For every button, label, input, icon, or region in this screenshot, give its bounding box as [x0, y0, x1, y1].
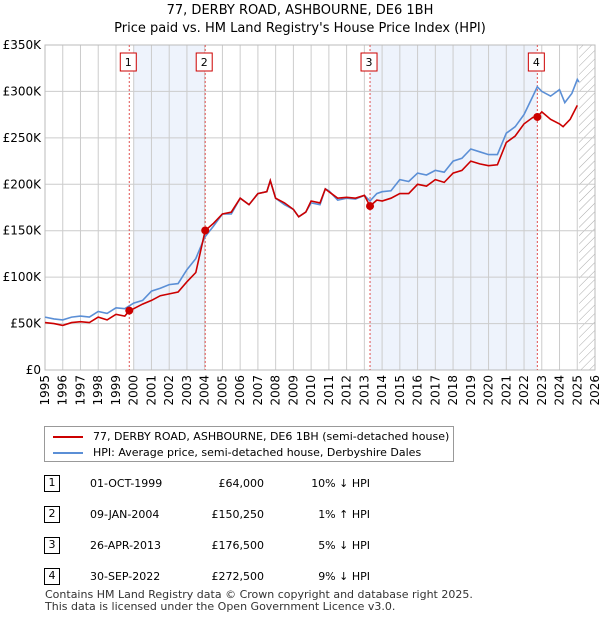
x-tick-label: 2026	[588, 375, 600, 406]
sale-marker-label: 4	[533, 56, 540, 69]
future-hatch	[579, 45, 595, 370]
x-tick-label: 2015	[393, 375, 407, 406]
chart-title: 77, DERBY ROAD, ASHBOURNE, DE6 1BH	[166, 3, 434, 18]
x-tick-label: 1996	[56, 375, 70, 406]
sale-marker-box	[195, 52, 213, 72]
sale-marker-box	[119, 52, 137, 72]
x-tick-label: 2024	[553, 375, 567, 406]
table-row: 1 01-OCT-1999 £64,000 10% ↓ HPI	[44, 475, 564, 492]
legend-swatch-blue	[53, 451, 83, 454]
sale-marker-box	[360, 52, 378, 72]
sale-number: 2	[44, 506, 60, 523]
sale-marker-label: 2	[201, 56, 208, 69]
x-tick-label: 1997	[73, 375, 87, 406]
hpi-diff: 9% ↓ HPI	[318, 570, 370, 583]
shaded-period	[370, 45, 538, 370]
legend-item-property: 77, DERBY ROAD, ASHBOURNE, DE6 1BH (semi…	[53, 430, 449, 443]
x-tick-label: 2005	[215, 375, 229, 406]
x-tick-label: 2020	[482, 375, 496, 406]
sale-price: £150,250	[211, 508, 265, 521]
x-tick-label: 1998	[91, 375, 105, 406]
sale-number: 3	[44, 537, 60, 554]
hpi-diff: 1% ↑ HPI	[318, 508, 370, 521]
x-tick-label: 2025	[570, 375, 584, 406]
x-tick-label: 2016	[411, 375, 425, 406]
y-tick-label: £300K	[3, 84, 43, 98]
x-tick-label: 2023	[535, 375, 549, 406]
sale-point	[201, 226, 210, 235]
sale-date: 01-OCT-1999	[90, 477, 163, 490]
x-tick-label: 2003	[180, 375, 194, 406]
sale-price: £64,000	[218, 477, 265, 490]
x-tick-label: 2007	[251, 375, 265, 406]
price-paid-line	[44, 105, 579, 327]
price-chart: 1995 1996 1997 1998 1999 2000 2001 2002 2003 2004…	[3, 38, 600, 406]
sale-number: 1	[44, 475, 60, 492]
x-tick-label: 2021	[499, 375, 513, 406]
sale-price: £176,500	[211, 539, 265, 552]
hpi-diff: 10% ↓ HPI	[311, 477, 370, 490]
footer-line: Contains HM Land Registry data © Crown c…	[45, 588, 473, 601]
sale-marker-label: 1	[125, 56, 132, 69]
x-tick-label: 2014	[375, 375, 389, 406]
footer-line: This data is licensed under the Open Gov…	[45, 600, 396, 613]
x-tick-label: 2009	[286, 375, 300, 406]
y-tick-label: £50K	[10, 317, 42, 331]
x-tick-label: 2022	[517, 375, 531, 406]
x-tick-label: 2017	[428, 375, 442, 406]
sale-point	[125, 306, 134, 315]
x-tick-label: 1995	[38, 375, 52, 406]
sale-date: 26-APR-2013	[90, 539, 162, 552]
legend-item-hpi: HPI: Average price, semi-detached house,…	[53, 446, 421, 459]
legend: 77, DERBY ROAD, ASHBOURNE, DE6 1BH (semi…	[44, 426, 454, 462]
sale-point	[533, 112, 542, 121]
x-tick-label: 2004	[198, 375, 212, 406]
footer: Contains HM Land Registry data © Crown c…	[45, 589, 473, 613]
y-tick-label: £100K	[3, 270, 43, 284]
x-tick-label: 2001	[144, 375, 158, 406]
table-row: 3 26-APR-2013 £176,500 5% ↓ HPI	[44, 537, 564, 554]
sale-price: £272,500	[211, 570, 265, 583]
x-tick-label: 2012	[340, 375, 354, 406]
x-tick-label: 1999	[109, 375, 123, 406]
x-tick-label: 2019	[464, 375, 478, 406]
x-tick-label: 2000	[127, 375, 141, 406]
x-tick-label: 2008	[269, 375, 283, 406]
y-tick-label: £250K	[3, 131, 43, 145]
x-tick-label: 2006	[233, 375, 247, 406]
sale-marker-box	[527, 52, 545, 72]
sale-point	[366, 202, 375, 211]
y-tick-label: £0	[26, 363, 41, 377]
x-tick-label: 2011	[322, 375, 336, 406]
chart-subtitle: Price paid vs. HM Land Registry's House …	[114, 21, 486, 36]
sale-number: 4	[44, 568, 60, 585]
table-row: 4 30-SEP-2022 £272,500 9% ↓ HPI	[44, 568, 564, 585]
plot-border	[44, 44, 596, 371]
x-tick-label: 2010	[304, 375, 318, 406]
sale-marker-label: 3	[366, 56, 373, 69]
x-tick-label: 2013	[357, 375, 371, 406]
sale-date: 09-JAN-2004	[90, 508, 160, 521]
hpi-diff: 5% ↓ HPI	[318, 539, 370, 552]
sale-date: 30-SEP-2022	[90, 570, 161, 583]
legend-label: 77, DERBY ROAD, ASHBOURNE, DE6 1BH (semi…	[93, 430, 450, 443]
x-tick-label: 2018	[446, 375, 460, 406]
y-tick-label: £150K	[3, 224, 43, 238]
y-tick-label: £200K	[3, 177, 43, 191]
legend-swatch-red	[53, 435, 83, 438]
x-tick-label: 2002	[162, 375, 176, 406]
table-row: 2 09-JAN-2004 £150,250 1% ↑ HPI	[44, 506, 564, 523]
y-tick-label: £350K	[3, 38, 43, 52]
legend-label: HPI: Average price, semi-detached house,…	[93, 446, 422, 459]
